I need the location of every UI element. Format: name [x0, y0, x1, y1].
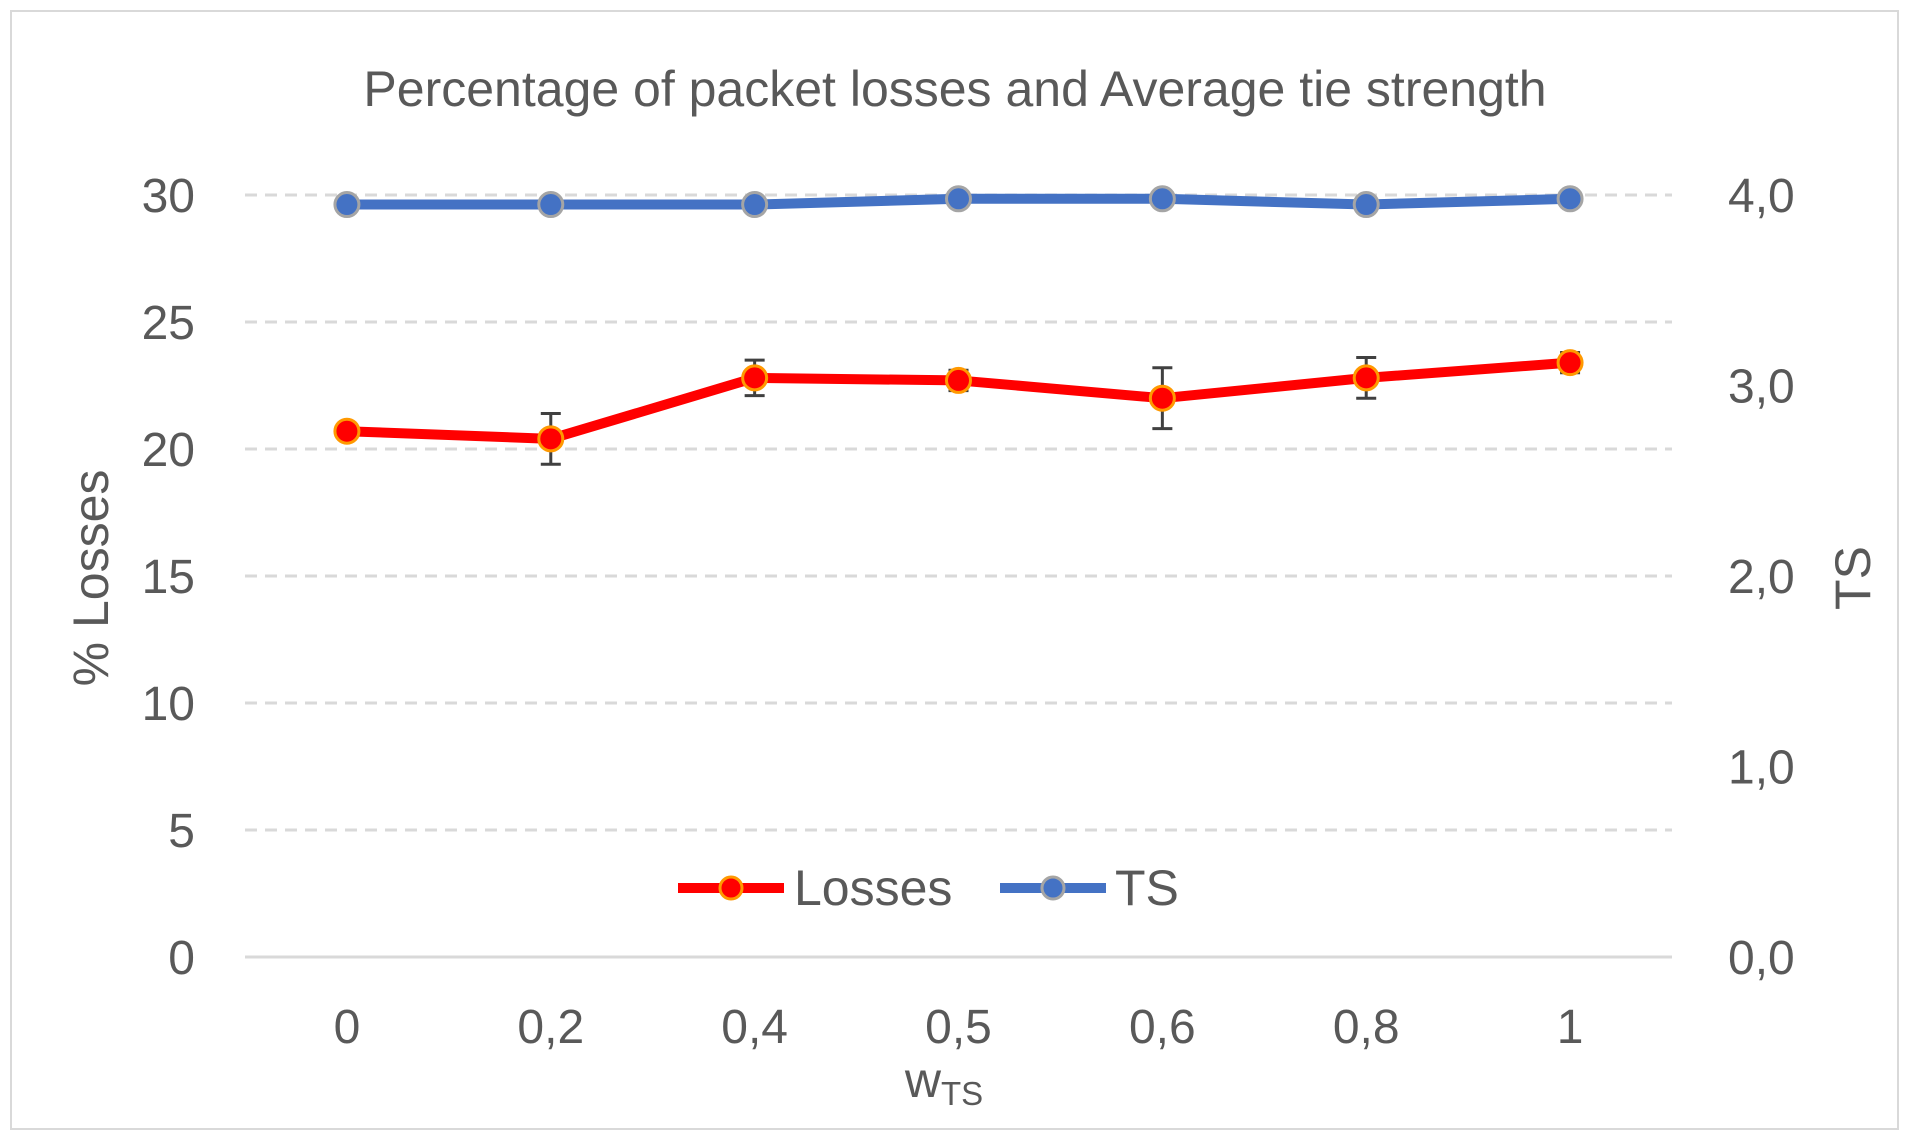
left-axis-ticks: 0 5 10 15 20 25 30 [142, 170, 195, 985]
data-point-losses [741, 364, 769, 392]
left-tick-label: 25 [142, 297, 195, 350]
x-tick-label: 0,5 [925, 1001, 992, 1054]
chart-title: Percentage of packet losses and Average … [363, 61, 1546, 117]
left-tick-label: 15 [142, 551, 195, 604]
data-point-losses [1556, 349, 1584, 377]
left-tick-label: 5 [168, 805, 195, 858]
data-point-ts [333, 191, 361, 219]
x-tick-label: 0,4 [721, 1001, 788, 1054]
right-tick-label: 0,0 [1728, 932, 1795, 985]
right-tick-label: 4,0 [1728, 170, 1795, 223]
legend-ts-marker [1040, 875, 1066, 901]
x-tick-label: 0,6 [1129, 1001, 1196, 1054]
legend-losses-marker [718, 875, 744, 901]
x-tick-label: 0,8 [1333, 1001, 1400, 1054]
data-point-ts [945, 185, 972, 213]
data-point-ts [1352, 191, 1380, 219]
left-tick-label: 0 [168, 932, 195, 985]
x-axis-label: wTS [904, 1052, 983, 1112]
right-tick-label: 2,0 [1728, 551, 1795, 604]
data-point-ts [741, 191, 769, 219]
series-layer [333, 185, 1584, 466]
right-tick-label: 3,0 [1728, 361, 1795, 414]
data-point-ts [1148, 185, 1176, 213]
x-tick-label: 1 [1557, 1001, 1584, 1054]
x-axis-label-subscript: TS [941, 1075, 983, 1112]
x-tick-label: 0,2 [517, 1001, 584, 1054]
data-point-losses [333, 417, 361, 445]
right-axis-ticks: 0,0 1,0 2,0 3,0 4,0 [1728, 170, 1795, 985]
data-point-losses [1148, 384, 1176, 412]
left-tick-label: 10 [142, 678, 195, 731]
y-axis-right-label: TS [1825, 546, 1881, 610]
y-axis-left-label: % Losses [63, 470, 119, 687]
gridlines [245, 193, 1672, 959]
x-tick-label: 0 [334, 1001, 361, 1054]
legend-losses-label: Losses [794, 860, 952, 916]
data-point-losses [1352, 364, 1380, 392]
data-point-ts [1556, 185, 1584, 213]
data-point-losses [537, 425, 565, 453]
legend: Losses TS [678, 860, 1179, 916]
x-axis-label-main: w [904, 1052, 942, 1108]
series-losses [333, 349, 1584, 466]
data-point-losses [945, 366, 972, 394]
left-tick-label: 30 [142, 170, 195, 223]
legend-ts-label: TS [1115, 860, 1179, 916]
series-ts [333, 185, 1584, 219]
x-axis-ticks: 0 0,2 0,4 0,5 0,6 0,8 1 [334, 1001, 1584, 1054]
right-tick-label: 1,0 [1728, 742, 1795, 795]
left-tick-label: 20 [142, 424, 195, 477]
data-point-ts [537, 191, 565, 219]
